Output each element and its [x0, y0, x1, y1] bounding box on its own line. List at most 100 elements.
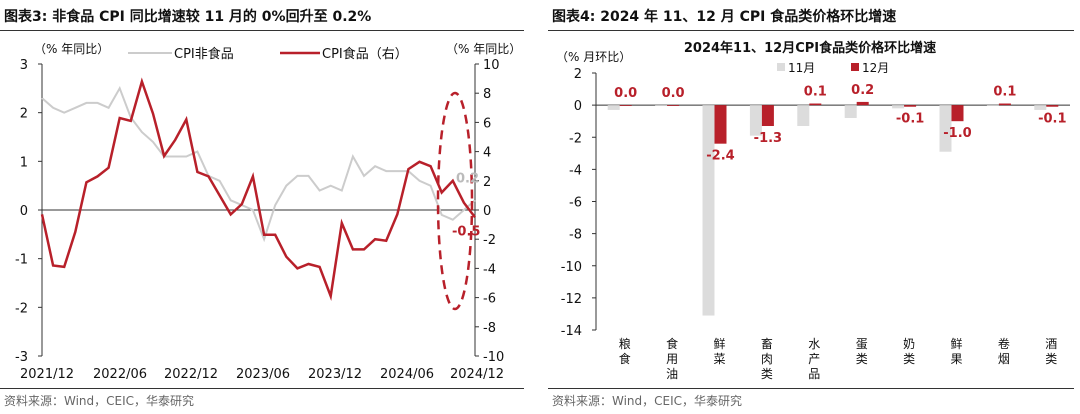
left-axis-unit-label: （% 年同比） — [34, 42, 109, 56]
category-label-char: 菜 — [713, 352, 725, 366]
category-label-char: 类 — [761, 367, 773, 381]
y-axis-unit-label: （% 月环比） — [556, 50, 631, 64]
left-y-tick-label: 3 — [20, 58, 28, 73]
bar-dec — [761, 105, 774, 127]
right-y-tick-label: 6 — [483, 116, 491, 131]
right-y-tick-label: 4 — [483, 146, 491, 161]
left-chart-title: 图表3: 非食品 CPI 同比增速较 11 月的 0%回升至 0.2% — [4, 9, 372, 25]
right-title-rule — [548, 30, 1074, 31]
data-label-dec: 0.0 — [662, 86, 685, 101]
category-label-char: 鲜 — [713, 337, 725, 351]
x-tick-label: 2023/12 — [308, 367, 362, 382]
x-tick-label: 2023/06 — [236, 367, 290, 382]
bar-nov — [1034, 105, 1047, 110]
right-y-tick-label: 0 — [483, 204, 491, 219]
right-chart-title: 图表4: 2024 年 11、12 月 CPI 食品类价格环比增速 — [552, 9, 897, 25]
bar-nov — [655, 105, 668, 106]
left-y-tick-label: 0 — [20, 204, 28, 219]
left-y-tick-label: -3 — [15, 350, 28, 365]
y-tick-label: 0 — [574, 99, 582, 114]
right-y-tick-label: -4 — [483, 262, 496, 277]
bar-nov — [892, 105, 905, 109]
bar-dec — [619, 105, 632, 106]
data-label-dec: -0.1 — [1038, 112, 1066, 127]
category-label-char: 酒 — [1045, 337, 1057, 351]
right-bottom-rule — [548, 388, 1074, 389]
bar-nov — [749, 105, 762, 136]
left-bottom-rule — [0, 388, 524, 389]
y-tick-label: -4 — [569, 163, 582, 178]
bar-dec — [951, 105, 964, 122]
bar-dec — [667, 105, 680, 106]
y-tick-label: -8 — [569, 228, 582, 243]
bar-nov — [986, 105, 999, 106]
data-label-dec: -2.4 — [706, 149, 734, 164]
legend-label-food: CPI食品（右） — [322, 46, 408, 62]
bar-nov — [607, 105, 620, 110]
category-label-char: 鲜 — [950, 337, 962, 351]
series-line-nonfood — [41, 85, 476, 243]
x-tick-label: 2024/06 — [380, 367, 434, 382]
bar-dec — [809, 103, 822, 106]
category-label-char: 肉 — [761, 352, 773, 366]
bar-nov — [797, 105, 810, 127]
right-chart-panel: 图表4: 2024 年 11、12 月 CPI 食品类价格环比增速 2024年1… — [548, 0, 1080, 414]
y-tick-label: -2 — [569, 131, 582, 146]
legend-label-dec: 12月 — [862, 61, 889, 75]
category-label-char: 水 — [808, 337, 820, 351]
legend-label-nonfood: CPI非食品 — [174, 46, 234, 62]
data-label-dec: 0.1 — [993, 85, 1016, 100]
bar-dec — [856, 101, 869, 106]
right-y-tick-label: -6 — [483, 292, 496, 307]
highlight-ellipse — [436, 91, 474, 311]
right-y-tick-label: -2 — [483, 233, 496, 248]
data-label-dec: 0.1 — [804, 85, 827, 100]
data-label-dec: 0.2 — [851, 83, 874, 98]
bar-dec — [904, 105, 917, 107]
category-label-char: 果 — [950, 352, 962, 366]
category-label-char: 类 — [856, 352, 868, 366]
data-label-dec: -0.1 — [896, 112, 924, 127]
left-y-tick-label: -2 — [15, 301, 28, 316]
category-label-char: 奶 — [903, 337, 915, 351]
legend-swatch-dec — [851, 63, 859, 71]
right-y-tick-label: -8 — [483, 321, 496, 336]
left-y-tick-label: 1 — [20, 155, 28, 170]
data-label-dec: -1.0 — [943, 126, 971, 141]
y-tick-label: -6 — [569, 196, 582, 211]
series-line-food — [40, 77, 476, 301]
bar-nov — [844, 105, 857, 118]
inner-chart-title: 2024年11、12月CPI食品类价格环比增速 — [684, 40, 936, 56]
y-tick-label: -12 — [561, 292, 582, 307]
right-y-tick-label: 10 — [483, 58, 500, 73]
category-label-char: 畜 — [761, 336, 773, 351]
category-label-char: 蛋 — [856, 337, 868, 351]
annotation-food-last: -0.5 — [452, 224, 480, 239]
left-y-tick-label: -1 — [15, 253, 28, 268]
bar-dec — [714, 105, 727, 144]
x-tick-label: 2024/12 — [450, 367, 504, 382]
right-bar-chart: 2024年11、12月CPI食品类价格环比增速 （% 月环比） 11月 12月 2 0 -2… — [556, 40, 1070, 381]
y-tick-label: -14 — [561, 324, 582, 339]
category-label-char: 烟 — [998, 352, 1010, 366]
bar-dec — [998, 103, 1011, 106]
right-axis-unit-label: （% 年同比） — [446, 42, 521, 56]
category-label-char: 用 — [666, 352, 678, 366]
left-source-note: 资料来源：Wind，CEIC，华泰研究 — [4, 394, 195, 408]
bar-nov — [702, 105, 715, 316]
bar-dec — [1046, 105, 1059, 107]
right-y-tick-label: -10 — [483, 350, 504, 365]
left-y-tick-label: 2 — [20, 107, 28, 122]
category-label-char: 品 — [808, 367, 820, 381]
left-title-rule — [0, 30, 524, 31]
x-tick-label: 2022/12 — [164, 367, 218, 382]
legend-label-nov: 11月 — [788, 61, 815, 75]
x-tick-label: 2021/12 — [20, 367, 74, 382]
right-y-tick-label: 8 — [483, 87, 491, 102]
data-label-dec: -1.3 — [754, 131, 782, 146]
category-label-char: 食 — [666, 336, 678, 351]
category-label-char: 产 — [808, 352, 820, 366]
right-y-tick-label: 2 — [483, 175, 491, 190]
legend-swatch-nov — [777, 63, 785, 71]
